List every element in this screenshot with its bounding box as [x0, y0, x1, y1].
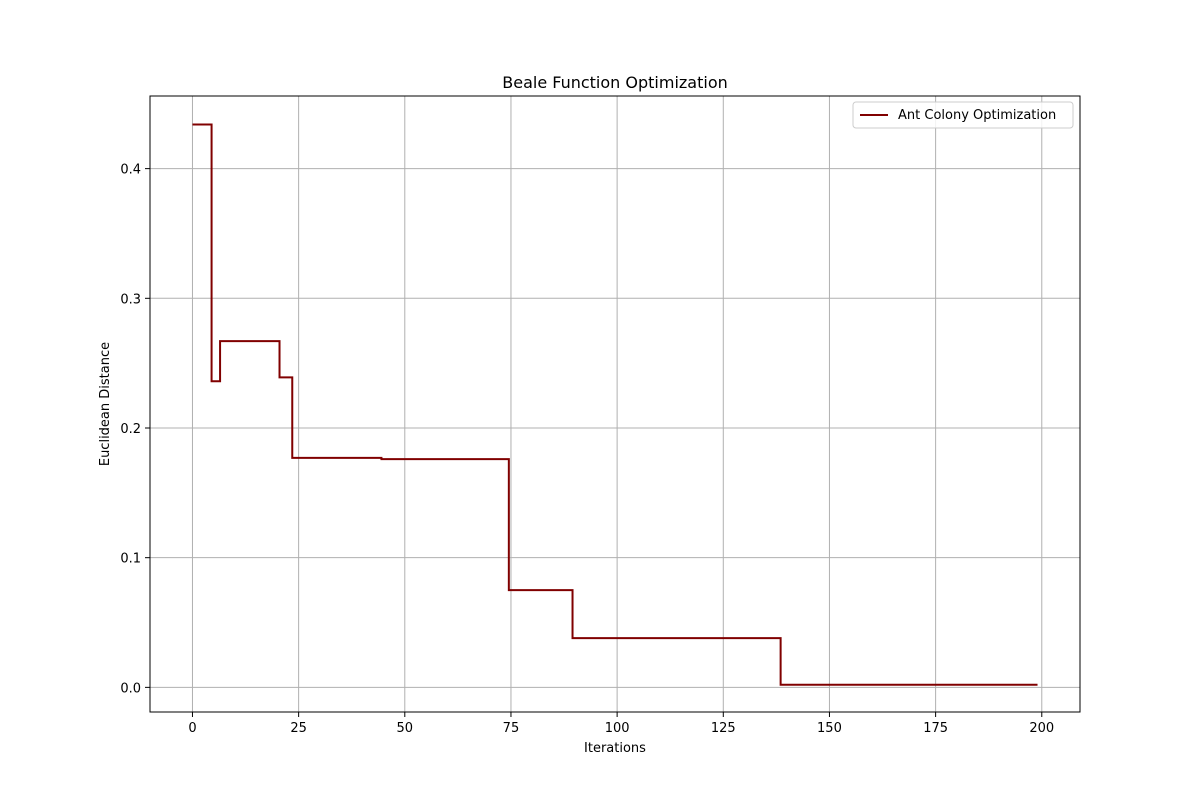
- series-layer: [192, 123, 1038, 686]
- x-axis-label: Iterations: [584, 741, 646, 756]
- y-axis-ticks: 0.0 0.1 0.2 0.3 0.4: [120, 163, 150, 696]
- y-tick-label: 0.2: [120, 422, 141, 437]
- grid: [150, 96, 1080, 712]
- chart-title: Beale Function Optimization: [502, 73, 728, 92]
- legend-label-ant-colony-optimization: Ant Colony Optimization: [898, 108, 1056, 123]
- legend: Ant Colony Optimization: [852, 101, 1074, 129]
- y-axis-label: Euclidean Distance: [98, 342, 113, 466]
- x-tick-label: 200: [1029, 721, 1054, 736]
- x-tick-label: 125: [711, 721, 736, 736]
- x-tick-label: 100: [605, 721, 630, 736]
- x-tick-label: 75: [503, 721, 520, 736]
- x-tick-label: 175: [923, 721, 948, 736]
- x-tick-label: 50: [397, 721, 414, 736]
- plot-frame: [149, 95, 1081, 713]
- y-tick-label: 0.3: [120, 292, 141, 307]
- series-line-ant-colony-optimization: [192, 123, 1038, 686]
- legend-box: [852, 101, 1074, 129]
- x-tick-label: 25: [290, 721, 307, 736]
- x-tick-label: 150: [817, 721, 842, 736]
- y-tick-label: 0.4: [120, 163, 141, 178]
- y-tick-label: 0.1: [120, 552, 141, 567]
- x-tick-label: 0: [188, 721, 196, 736]
- x-axis-ticks: 0 25 50 75 100 125 150 175 200: [188, 712, 1054, 736]
- y-tick-label: 0.0: [120, 681, 141, 696]
